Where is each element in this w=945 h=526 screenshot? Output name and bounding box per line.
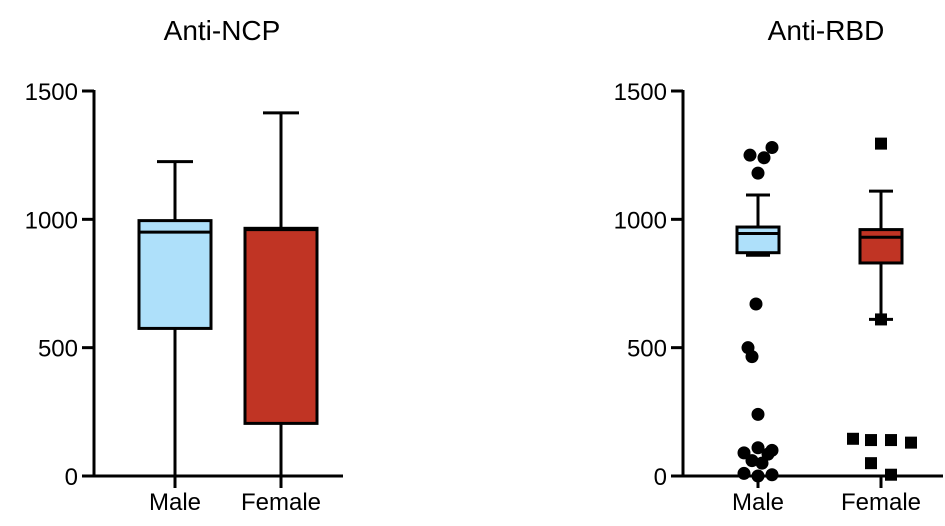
x-tick-label: Male <box>149 489 201 516</box>
outlier-point <box>847 432 859 445</box>
chart-title: Anti-NCP <box>164 15 281 46</box>
outlier-point <box>751 166 765 180</box>
outlier-point <box>905 436 917 449</box>
box-male <box>735 225 781 255</box>
y-tick-label: 500 <box>38 336 78 363</box>
outlier-point <box>765 140 779 154</box>
outlier-point <box>765 468 779 482</box>
box-female <box>243 226 319 425</box>
x-tick-label: Female <box>841 489 921 516</box>
outlier-point <box>749 297 763 311</box>
y-tick-label: 0 <box>65 464 78 491</box>
chart-title: Anti-RBD <box>768 15 885 46</box>
outlier-point <box>737 466 751 480</box>
outlier-point <box>757 151 771 165</box>
y-tick-label: 500 <box>627 336 667 363</box>
outlier-point <box>743 148 757 162</box>
box-male <box>137 219 213 330</box>
y-tick-label: 1000 <box>25 207 78 234</box>
y-tick-label: 0 <box>654 464 667 491</box>
y-tick-label: 1500 <box>25 79 78 106</box>
outlier-point <box>745 454 759 468</box>
x-tick-label: Male <box>732 489 784 516</box>
y-tick-label: 1500 <box>614 79 667 106</box>
outlier-point <box>745 350 759 364</box>
outlier-point <box>865 457 877 470</box>
outlier-point <box>885 434 897 447</box>
x-tick-label: Female <box>241 489 321 516</box>
box-female <box>858 228 904 265</box>
outlier-point <box>751 407 765 421</box>
outlier-point <box>755 456 769 470</box>
y-tick-label: 1000 <box>614 207 667 234</box>
outlier-point <box>751 469 765 483</box>
outlier-point <box>875 137 887 150</box>
outlier-point <box>875 313 887 326</box>
outlier-point <box>737 446 751 460</box>
outlier-point <box>751 441 765 455</box>
outlier-point <box>885 468 897 481</box>
outlier-point <box>865 434 877 447</box>
